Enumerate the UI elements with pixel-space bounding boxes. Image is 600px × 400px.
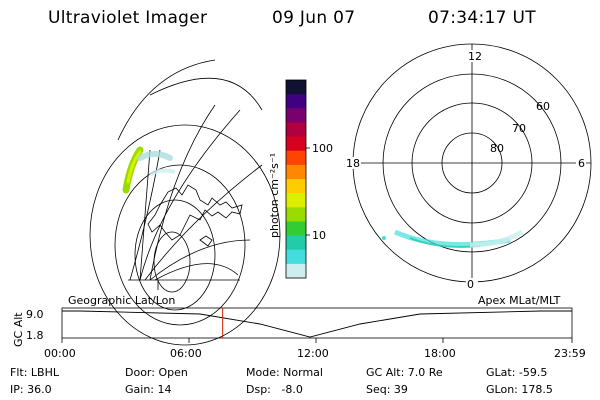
x-tick-0600: 06:00	[170, 347, 202, 360]
colorbar-band	[286, 249, 306, 265]
colorbar-band	[286, 94, 306, 109]
orbit-strip-frame	[61, 307, 573, 339]
info-seq: Seq: 39	[366, 383, 408, 396]
geographic-label: Geographic Lat/Lon	[68, 294, 175, 307]
map-aurora-emission	[122, 146, 176, 194]
colorbar-frame	[285, 79, 307, 279]
gc-alt-axis-label: GC Alt	[12, 312, 25, 347]
time-label: 07:34:17 UT	[428, 8, 536, 28]
geographic-map	[89, 59, 281, 346]
date-label: 09 Jun 07	[272, 8, 356, 28]
info-ip: IP: 36.0	[10, 383, 52, 396]
colorbar	[286, 80, 306, 279]
lat-label-80: 80	[490, 142, 504, 155]
colorbar-band	[286, 193, 306, 208]
info-dsp: Dsp: -8.0	[246, 383, 303, 396]
colorbar-band	[286, 235, 306, 251]
mlt-label-12: 12	[468, 50, 482, 63]
colorbar-band	[286, 179, 306, 194]
info-glon: GLon: 178.5	[486, 383, 553, 396]
colorbar-band	[286, 108, 306, 123]
info-door: Door: Open	[125, 366, 188, 379]
colorbar-band	[286, 207, 306, 222]
mlt-label-0: 0	[467, 278, 474, 291]
info-gain: Gain: 14	[125, 383, 172, 396]
info-mode: Mode: Normal	[246, 366, 323, 379]
x-tick-1200: 12:00	[297, 347, 329, 360]
y-tick-9: 9.0	[26, 308, 44, 321]
altitude-curve	[62, 310, 572, 338]
x-tick-0000: 00:00	[44, 347, 76, 360]
polar-aurora-emission	[382, 229, 524, 248]
apex-label: Apex MLat/MLT	[478, 294, 561, 307]
colorbar-units-label: photon cm⁻²s⁻¹	[268, 153, 281, 238]
info-flt: Flt: LBHL	[10, 366, 59, 379]
colorbar-band	[286, 122, 306, 138]
colorbar-band	[286, 221, 306, 237]
info-glat: GLat: -59.5	[486, 366, 548, 379]
instrument-title: Ultraviolet Imager	[48, 8, 208, 28]
lat-label-60: 60	[536, 100, 550, 113]
colorbar-band	[286, 263, 306, 279]
info-gc-alt: GC Alt: 7.0 Re	[366, 366, 443, 379]
colorbar-tick-10: 10	[312, 229, 326, 242]
colorbar-band	[286, 136, 306, 152]
colorbar-band	[286, 150, 306, 166]
colorbar-band	[286, 80, 306, 95]
colorbar-tick-100: 100	[312, 142, 333, 155]
mlt-label-18: 18	[346, 157, 360, 170]
lat-label-70: 70	[512, 122, 526, 135]
y-tick-1-8: 1.8	[26, 329, 44, 342]
colorbar-band	[286, 164, 306, 180]
x-tick-2359: 23:59	[554, 347, 586, 360]
mlt-label-6: 6	[578, 157, 585, 170]
x-tick-1800: 18:00	[424, 347, 456, 360]
